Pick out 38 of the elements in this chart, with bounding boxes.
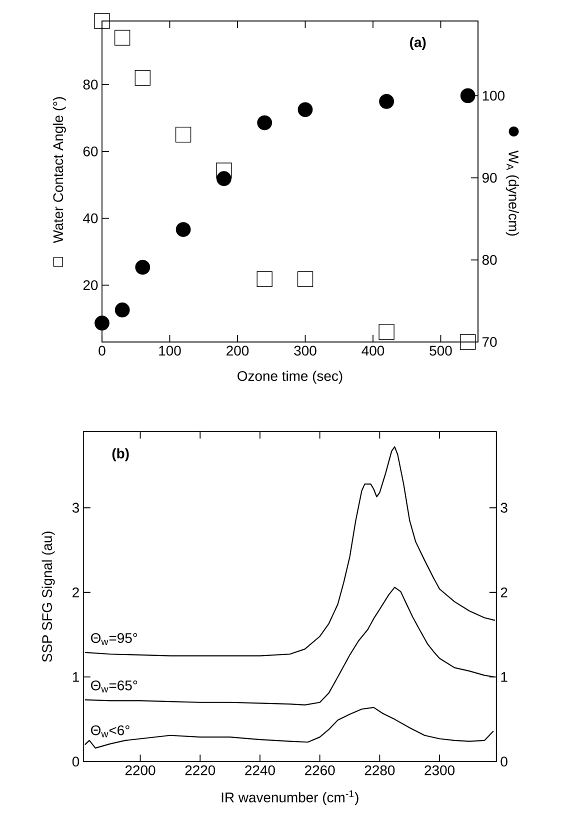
y2-tick-label: 2: [500, 587, 508, 598]
x-tick-label: 400: [362, 346, 384, 356]
text: (b): [112, 448, 129, 462]
x-tick-label: 2280: [364, 765, 395, 776]
y-tick-label: 3: [72, 502, 80, 513]
y2-tick-label: 90: [482, 172, 497, 183]
y-tick-label: 1: [72, 672, 79, 682]
x-tick-label: 2260: [305, 765, 335, 776]
y2-tick-label: 80: [482, 254, 497, 265]
x-tick-label: 2300: [424, 765, 455, 776]
y2-axis-title: W$_{A}$ (dyne/cm): [506, 150, 519, 236]
x-axis-title: Ozone time (sec): [238, 370, 342, 384]
x-tick-label: 2220: [185, 765, 216, 776]
x-tick-label: 200: [226, 346, 249, 356]
series-label: Θ$_{w}$=95°: [91, 633, 138, 645]
y-tick-label: 20: [83, 280, 98, 290]
x-tick-label: 2240: [245, 765, 275, 776]
x-tick-label: 100: [159, 346, 181, 356]
y2-tick-label: 1: [501, 672, 508, 682]
y2-tick-label: 0: [500, 756, 508, 767]
y-tick-label: 60: [83, 146, 98, 156]
x-tick-label: 2200: [125, 765, 156, 776]
legend-label: Θ$_{w}$=65°: [91, 680, 138, 692]
y-tick-label: 40: [83, 213, 98, 224]
y2-tick-label: 100: [482, 90, 505, 101]
y-tick-label: 2: [72, 587, 79, 598]
x-tick-label: 500: [430, 346, 452, 356]
y2-tick-label: 70: [482, 337, 497, 347]
x-axis-title: IR wavenumber (cm$^{-1}$): [222, 790, 358, 806]
y-tick-label: 0: [72, 756, 80, 767]
y-tick-label: 80: [83, 80, 98, 90]
y-axis-title: SSP SFG Signal (au): [42, 532, 55, 662]
x-tick-label: 0: [98, 346, 106, 356]
y2-tick-label: 3: [500, 502, 508, 513]
y-axis-title: Water Contact Angle (°): [52, 97, 66, 244]
x-tick-label: 300: [294, 346, 316, 356]
text: (a): [410, 36, 426, 50]
series-label: Θ$_{w}$<6°: [91, 725, 130, 738]
